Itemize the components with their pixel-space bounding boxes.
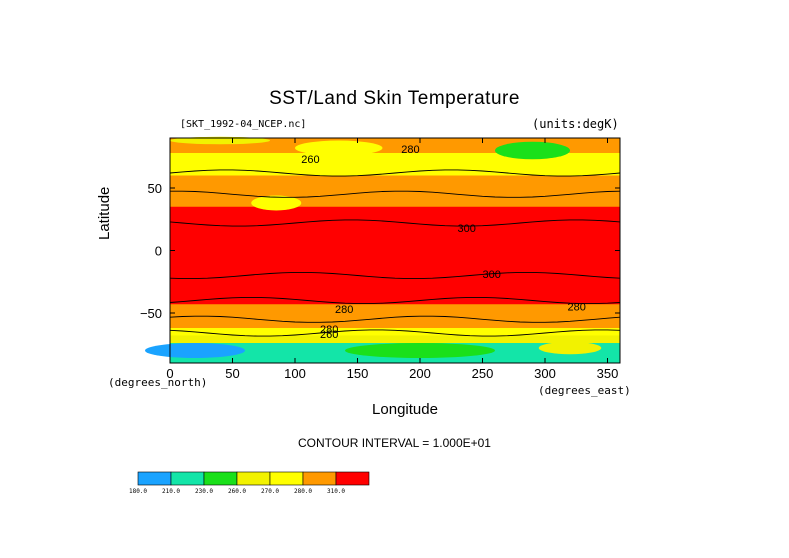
units-label: (units:degK) <box>532 117 619 131</box>
contour-label: 280 <box>568 302 586 314</box>
colorbar-label: 180.0 <box>129 488 147 495</box>
x-tick-label: 250 <box>472 366 494 381</box>
contour-line <box>169 315 621 323</box>
x-tick-label: 300 <box>534 366 556 381</box>
contour-line <box>169 296 621 305</box>
contour-label: 280 <box>335 304 353 316</box>
band-arctic-yellow <box>170 153 620 176</box>
contour-label: 300 <box>458 223 476 235</box>
siberia-cold <box>295 140 383 156</box>
colorbar-swatch <box>137 471 172 486</box>
colorbar-label: 210.0 <box>162 488 180 495</box>
y-tick-label: 0 <box>155 244 162 259</box>
x-units-label: (degrees_east) <box>538 384 631 397</box>
colorbar-label: 260.0 <box>228 488 246 495</box>
x-tick-label: 350 <box>597 366 619 381</box>
contour-line <box>169 329 621 337</box>
chart-title: SST/Land Skin Temperature <box>269 88 520 109</box>
arctic-cap <box>170 136 270 145</box>
y-units-label: (degrees_north) <box>108 376 208 389</box>
colorbar-label: 230.0 <box>195 488 213 495</box>
colorbar-swatch <box>302 471 337 486</box>
contour-label: 300 <box>483 269 501 281</box>
axes: 0 50 100 150 200 250 300 350 50 0 −50 <box>140 138 620 381</box>
x-tick-label: 100 <box>284 366 306 381</box>
antarctica-west <box>145 343 245 358</box>
contour-line <box>170 190 621 198</box>
file-label: [SKT_1992-04_NCEP.nc] <box>180 119 307 130</box>
contour-line <box>169 271 621 280</box>
contour-label: 260 <box>301 154 319 166</box>
greenland-ice <box>495 141 570 160</box>
colorbar-label: 270.0 <box>261 488 279 495</box>
colorbar-swatch <box>170 471 205 486</box>
band-south-mid <box>170 304 620 328</box>
x-tick-label: 0 <box>166 366 173 381</box>
colorbar-swatch <box>203 471 238 486</box>
band-south-yellow <box>170 328 620 336</box>
y-tick-label: −50 <box>140 306 162 321</box>
x-axis-label: Longitude <box>372 401 438 418</box>
canada-north <box>445 153 508 168</box>
colorbar-swatch <box>269 471 304 486</box>
x-tick-label: 150 <box>347 366 369 381</box>
contour-interval-label: CONTOUR INTERVAL = 1.000E+01 <box>298 436 491 450</box>
colorbar-swatch <box>335 471 370 486</box>
contour-line <box>169 219 621 227</box>
contour-line <box>169 169 621 177</box>
tibet-plateau <box>251 195 302 211</box>
antarctica-ross <box>345 343 495 358</box>
antarctica-weddell <box>538 341 602 355</box>
x-tick-label: 200 <box>409 366 431 381</box>
colorbar-label: 280.0 <box>294 488 312 495</box>
colorbar-label: 310.0 <box>327 488 345 495</box>
contour-label: 280 <box>320 324 338 336</box>
contour-label: 280 <box>401 144 419 156</box>
contour-label: 260 <box>320 329 338 341</box>
colorbar: 180.0 210.0 230.0 260.0 270.0 280.0 310.0 <box>129 471 370 495</box>
colorbar-swatch <box>236 471 271 486</box>
y-tick-label: 50 <box>148 181 162 196</box>
x-tick-label: 50 <box>225 366 239 381</box>
band-antarctic-edge <box>170 335 620 343</box>
